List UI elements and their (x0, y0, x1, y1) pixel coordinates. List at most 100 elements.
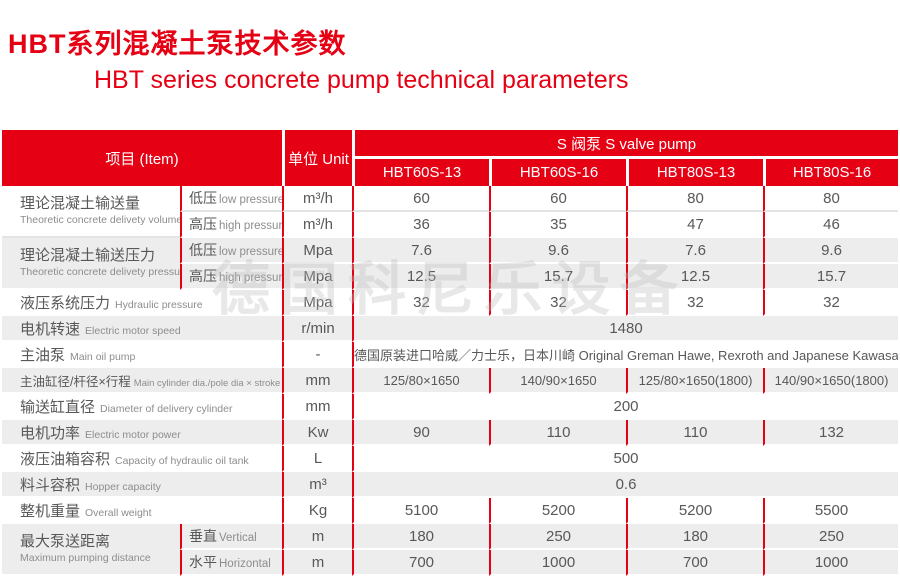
value-cell: 32 (763, 290, 899, 316)
label-zh: 主油泵 (20, 346, 66, 364)
sub-en: low pressure (219, 246, 282, 258)
value-cell: 5500 (763, 498, 899, 524)
row-delivery-volume-low: 理论混凝土输送量 Theoretic concrete delivety vol… (2, 186, 899, 238)
header-svalve-group: S 阀泵 S valve pump (352, 130, 899, 159)
value-cell: 32 (489, 290, 626, 316)
value-cell: 9.6 (489, 238, 626, 264)
table-header: 项目 (Item) 单位 Unit S 阀泵 S valve pump HBT6… (2, 130, 899, 186)
label-motor-speed: 电机转速 Electric motor speed (2, 316, 282, 342)
row-motor-power: 电机功率 Electric motor power Kw 90 110 110 1… (2, 420, 899, 446)
label-zh: 电机转速 (20, 320, 81, 338)
label-en: Diameter of delivery cylinder (100, 402, 233, 415)
header-model-hbt80s13: HBT80S-13 (626, 159, 763, 186)
sub-zh: 低压 (189, 242, 217, 258)
row-delivery-cylinder: 输送缸直径 Diameter of delivery cylinder mm 20… (2, 394, 899, 420)
value-cell: 1000 (763, 550, 899, 576)
label-zh: 液压油箱容积 (20, 450, 111, 468)
label-zh: 料斗容积 (20, 476, 81, 494)
value-span-cell: 0.6 (352, 472, 899, 498)
value-cell: 36 (352, 212, 489, 238)
spec-table: 项目 (Item) 单位 Unit S 阀泵 S valve pump HBT6… (2, 130, 899, 576)
value-cell: 90 (352, 420, 489, 446)
header-unit: 单位 Unit (282, 130, 352, 186)
unit-cell: mm (282, 368, 352, 394)
value-cell: 32 (352, 290, 489, 316)
value-cell: 60 (489, 186, 626, 212)
label-en: Hopper capacity (85, 480, 161, 493)
label-hydraulic-pressure: 液压系统压力 Hydraulic pressure (2, 290, 282, 316)
row-pumping-distance-horizontal: 水平 Horizontal m 700 1000 700 1000 (2, 550, 899, 576)
header-item: 项目 (Item) (2, 130, 282, 186)
header-model-hbt60s13: HBT60S-13 (352, 159, 489, 186)
unit-cell: m (282, 524, 352, 550)
sub-zh: 水平 (189, 554, 217, 570)
value-cell: 250 (763, 524, 899, 550)
header-row-group: 项目 (Item) 单位 Unit S 阀泵 S valve pump (2, 130, 899, 186)
value-span-cell: 200 (352, 394, 899, 420)
unit-cell: r/min (282, 316, 352, 342)
row-main-cylinder: 主油缸径/杆径×行程 Main cylinder dia./pole dia × … (2, 368, 899, 394)
value-cell: 7.6 (352, 238, 489, 264)
label-en: Overall weight (85, 506, 152, 519)
value-cell: 5200 (626, 498, 763, 524)
row-hopper: 料斗容积 Hopper capacity m³ 0.6 (2, 472, 899, 498)
sublabel-vertical: 垂直 Vertical (180, 524, 282, 550)
row-delivery-pressure-high: 高压 high pressure Mpa 12.5 15.7 12.5 15.7 (2, 264, 899, 290)
value-cell: 1000 (489, 550, 626, 576)
value-cell: 180 (626, 524, 763, 550)
value-span-cell: 1480 (352, 316, 899, 342)
label-en: Electric motor power (85, 428, 181, 441)
label-en: Capacity of hydraulic oil tank (115, 454, 249, 467)
value-cell: 700 (626, 550, 763, 576)
sub-zh: 低压 (189, 190, 217, 206)
value-cell: 125/80×1650(1800) (626, 368, 763, 394)
unit-cell: Kw (282, 420, 352, 446)
value-cell: 60 (352, 186, 489, 212)
unit-cell: Mpa (282, 264, 352, 290)
label-hopper: 料斗容积 Hopper capacity (2, 472, 282, 498)
value-cell: 35 (489, 212, 626, 238)
unit-cell: Kg (282, 498, 352, 524)
value-cell: 140/90×1650(1800) (763, 368, 899, 394)
label-zh: 液压系统压力 (20, 294, 111, 312)
unit-cell: Mpa (282, 290, 352, 316)
row-delivery-volume-high: 高压 high pressure m³/h 36 35 47 46 (2, 212, 899, 238)
sub-en: Vertical (219, 532, 257, 544)
sublabel-low-pressure: 低压 low pressure (180, 186, 282, 212)
label-en: Maximum pumping distance (20, 552, 151, 565)
label-zh: 电机功率 (20, 424, 81, 442)
value-cell: 12.5 (352, 264, 489, 290)
label-en: Electric motor speed (85, 324, 181, 337)
row-pumping-distance-vertical: 最大泵送距离 Maximum pumping distance 垂直 Vertic… (2, 524, 899, 576)
label-overall-weight: 整机重量 Overall weight (2, 498, 282, 524)
header-row-models: HBT60S-13 HBT60S-16 HBT80S-13 HBT80S-16 (2, 159, 899, 186)
value-cell: 140/90×1650 (489, 368, 626, 394)
unit-cell: mm (282, 394, 352, 420)
sub-zh: 高压 (189, 216, 217, 232)
value-cell: 9.6 (763, 238, 899, 264)
value-cell: 5100 (352, 498, 489, 524)
value-cell: 46 (763, 212, 899, 238)
sub-en: high pressure (219, 220, 282, 232)
sub-zh: 垂直 (189, 528, 217, 544)
header-model-hbt80s16: HBT80S-16 (763, 159, 899, 186)
label-delivery-pressure: 理论混凝土输送压力 Theoretic concrete delivety pr… (2, 238, 180, 290)
value-span-cell: 500 (352, 446, 899, 472)
value-cell: 125/80×1650 (352, 368, 489, 394)
value-cell: 5200 (489, 498, 626, 524)
label-en: Theoretic concrete delivety volume (20, 214, 180, 227)
row-delivery-pressure-low: 理论混凝土输送压力 Theoretic concrete delivety pr… (2, 238, 899, 290)
value-cell: 80 (626, 186, 763, 212)
value-cell: 700 (352, 550, 489, 576)
sublabel-high-pressure: 高压 high pressure (180, 212, 282, 238)
label-zh: 理论混凝土输送压力 (20, 247, 156, 265)
unit-cell: - (282, 342, 352, 368)
label-oil-tank: 液压油箱容积 Capacity of hydraulic oil tank (2, 446, 282, 472)
value-cell: 80 (763, 186, 899, 212)
unit-cell: m³/h (282, 186, 352, 212)
sublabel-low-pressure: 低压 low pressure (180, 238, 282, 264)
page-title-en: HBT series concrete pump technical param… (94, 66, 629, 94)
label-motor-power: 电机功率 Electric motor power (2, 420, 282, 446)
label-delivery-volume: 理论混凝土输送量 Theoretic concrete delivety vol… (2, 186, 180, 238)
label-en: Main cylinder dia./pole dia × stroke (133, 377, 281, 389)
